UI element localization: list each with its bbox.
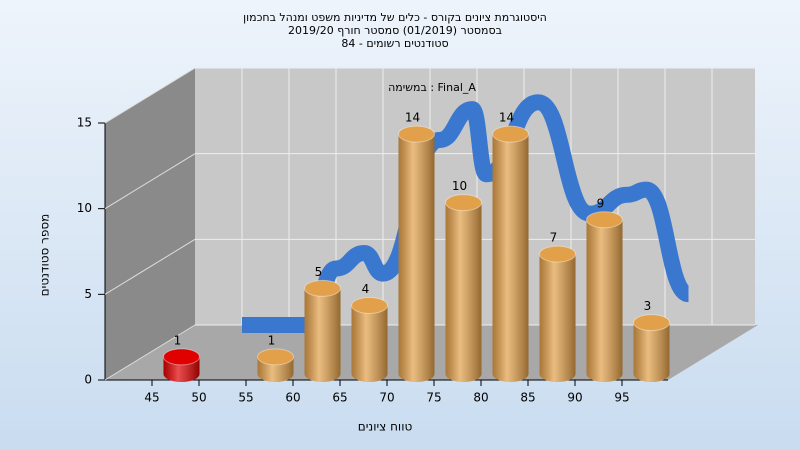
value-label: 1 xyxy=(268,333,276,347)
x-tick-label: 70 xyxy=(379,391,394,405)
value-label: 4 xyxy=(362,282,370,296)
title: סטודנטים רשומים - 84 xyxy=(341,37,448,50)
value-label: 10 xyxy=(452,179,467,193)
bar-top xyxy=(398,125,435,143)
y-axis-label: מספר סטודנטים xyxy=(38,214,52,297)
x-tick-label: 95 xyxy=(614,391,629,405)
bar-shade xyxy=(304,288,341,382)
value-label: 1 xyxy=(174,333,182,347)
y-tick-label: 5 xyxy=(84,287,92,301)
bar-top xyxy=(539,245,576,263)
value-label: 14 xyxy=(405,111,420,125)
bar-top xyxy=(445,194,482,212)
bar-top xyxy=(492,125,529,143)
bar-top xyxy=(304,279,341,297)
bar-top xyxy=(586,211,623,229)
grid-line xyxy=(104,67,196,124)
y-tick-label: 15 xyxy=(77,116,92,130)
title: היסטוגרמת ציונים בקורס - כלים של מדיניות… xyxy=(243,11,547,24)
bar-shade xyxy=(351,305,388,382)
bar-top xyxy=(633,314,670,332)
bar-top xyxy=(351,296,388,314)
grid-line xyxy=(104,153,196,210)
grid-line xyxy=(104,238,196,295)
grid-line xyxy=(104,324,196,381)
x-tick-label: 55 xyxy=(238,391,253,405)
bar-shade xyxy=(492,134,529,382)
x-tick-label: 90 xyxy=(567,391,582,405)
x-tick-label: 85 xyxy=(520,391,535,405)
curve-ribbon xyxy=(241,94,692,333)
bar-shade xyxy=(633,322,670,382)
bar-top xyxy=(163,348,200,366)
bar-top xyxy=(257,348,294,366)
x-tick-label: 60 xyxy=(285,391,300,405)
y-tick-label: 0 xyxy=(84,373,92,387)
y-tick-label: 10 xyxy=(77,201,92,215)
x-tick-label: 80 xyxy=(473,391,488,405)
value-label: 9 xyxy=(597,196,605,210)
value-label: 3 xyxy=(644,299,652,313)
value-label: 7 xyxy=(550,231,558,245)
title: בסמסטר (01/2019) סמסטר חורף 2019/20 xyxy=(288,24,502,37)
bar-shade xyxy=(586,219,623,382)
x-tick-label: 45 xyxy=(144,391,159,405)
x-tick-label: 75 xyxy=(426,391,441,405)
x-tick-label: 65 xyxy=(332,391,347,405)
value-label: 14 xyxy=(499,111,514,125)
value-label: 5 xyxy=(315,265,323,279)
x-axis-label: טווח ציונים xyxy=(358,420,413,434)
x-tick-label: 50 xyxy=(191,391,206,405)
bar-shade xyxy=(445,202,482,382)
left-wall xyxy=(105,68,195,380)
subtitle: במשימה : Final_A xyxy=(388,81,476,94)
bar-shade xyxy=(539,254,576,382)
bar-shade xyxy=(398,134,435,382)
